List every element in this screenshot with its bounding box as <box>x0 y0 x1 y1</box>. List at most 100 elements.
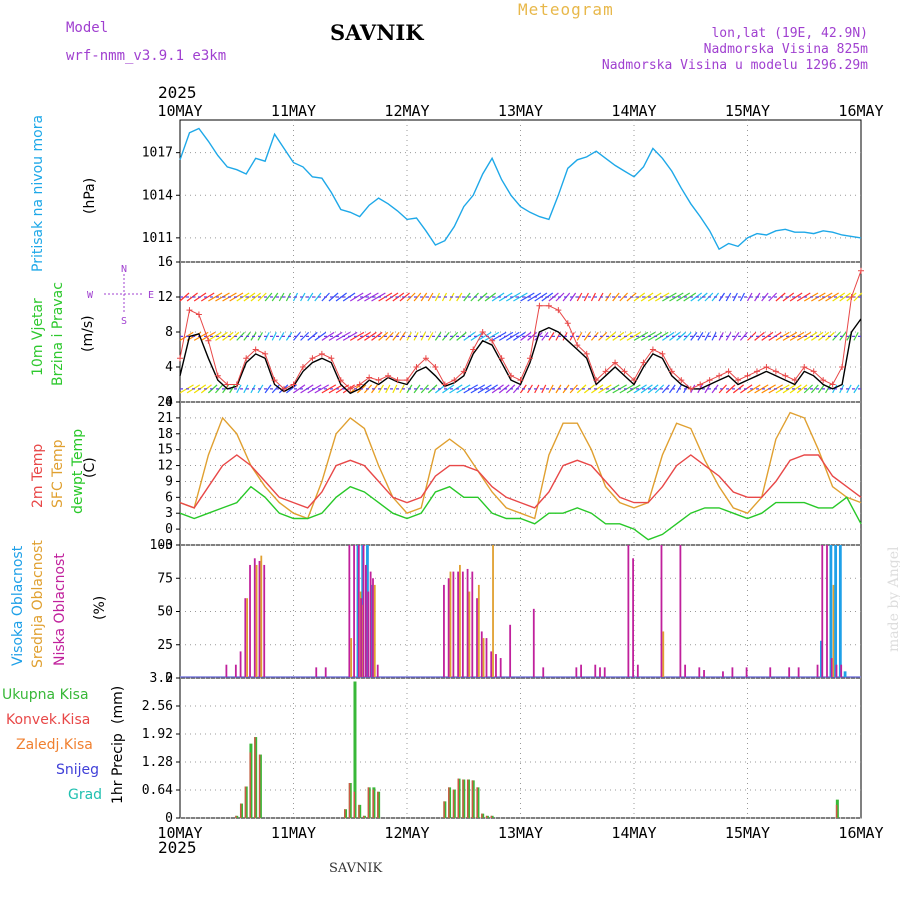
low-cloud-bar <box>485 638 488 677</box>
y-tick-label: 9 <box>165 474 173 489</box>
low-cloud-bar <box>365 564 367 677</box>
page-title: SAVNIK <box>330 20 424 45</box>
wind-gust-marker <box>366 374 373 381</box>
conv-precip-bar <box>490 815 493 818</box>
low-cloud-bar <box>249 564 251 677</box>
low-cloud-bar <box>457 571 460 677</box>
conv-precip-bar <box>448 787 450 818</box>
low-cloud-bar <box>745 667 748 677</box>
wind-gust-marker <box>252 346 259 353</box>
wind-barb <box>264 332 270 341</box>
t2m-line <box>179 454 862 509</box>
low-cloud-bar <box>509 624 512 677</box>
wind-barb <box>385 331 394 341</box>
low-cloud-bar <box>244 598 247 677</box>
wind-gust-marker <box>337 377 344 384</box>
wind-gust-marker <box>593 377 600 384</box>
low-cloud-bar <box>636 664 639 677</box>
low-cloud-bar <box>225 664 228 677</box>
low-cloud-bar <box>830 658 833 677</box>
wind-gust-marker <box>404 377 410 384</box>
wind-barb <box>690 332 698 341</box>
wind-gust-marker <box>687 385 694 392</box>
wind-gust-marker <box>820 377 827 384</box>
wind-gust-marker <box>309 355 316 362</box>
y-tick-label: 1017 <box>142 146 173 161</box>
conv-precip-bar <box>485 815 488 818</box>
wind-gust-marker <box>668 368 675 375</box>
wind-gust-marker <box>574 342 581 349</box>
wind-barb <box>314 384 330 394</box>
wind-barb <box>513 292 528 302</box>
wind-gust-marker <box>432 364 439 370</box>
conv-precip-bar <box>481 813 483 818</box>
y-tick-label: 6 <box>165 490 173 505</box>
wind-barb <box>640 292 654 302</box>
wind-barb <box>789 384 802 394</box>
wind-barb <box>477 384 492 394</box>
wind-barb <box>236 384 242 394</box>
wind-gust-marker <box>243 355 250 362</box>
wind-gust-marker <box>602 368 609 375</box>
y-tick-label: 24 <box>157 395 173 410</box>
legend-conv: Konvek.Kisa <box>6 712 91 728</box>
low-cloud-bar <box>840 664 843 677</box>
y-tick-label: 75 <box>157 571 173 586</box>
y-tick-label: 0 <box>165 811 173 826</box>
low-cloud-bar <box>369 571 372 677</box>
wind-barb <box>215 331 228 341</box>
compass-s-label: S <box>121 316 127 327</box>
wind-barb <box>541 332 549 341</box>
year-bottom: 2025 <box>158 838 197 857</box>
wind-barb <box>548 332 555 341</box>
y-tick-label: 21 <box>157 411 173 426</box>
wind-barb <box>442 384 455 394</box>
conv-precip-bar <box>471 780 474 818</box>
wind-gust-marker <box>649 346 656 353</box>
wind-barb <box>789 331 805 341</box>
wind-gust-marker <box>839 364 846 370</box>
wind-gust-marker <box>810 368 817 375</box>
x-tick-top-label: 10MAY <box>157 102 202 120</box>
wind-gust-marker <box>782 372 789 379</box>
wind-gust-marker <box>697 381 704 388</box>
y-tick-label: 1011 <box>142 231 173 246</box>
wind-barb <box>810 384 819 394</box>
low-cloud-bar <box>367 591 370 677</box>
wind-gust-marker <box>441 381 448 388</box>
conv-precip-bar <box>443 801 445 818</box>
wind-barb <box>357 292 372 302</box>
wind-gust-marker <box>659 350 666 357</box>
low-cloud-bar <box>594 664 597 677</box>
low-cloud-bar <box>698 667 701 677</box>
wind-barb <box>796 331 812 341</box>
pressure-line <box>179 127 862 251</box>
wind-gust-marker <box>290 381 297 388</box>
wind-barb <box>818 292 833 302</box>
wind-barb <box>662 292 677 302</box>
wind-barb <box>761 331 774 341</box>
y-tick-label: 3 <box>165 506 173 521</box>
wind-barb <box>619 292 629 302</box>
low-cloud-bar <box>490 651 493 677</box>
mid-cloud-bar <box>255 564 258 677</box>
total-precip-bar <box>353 681 357 818</box>
y-tick-label: 1.28 <box>142 755 173 770</box>
low-cloud-bar <box>447 578 450 677</box>
wind-gust-marker <box>555 307 562 314</box>
mid-cloud-bar <box>492 545 494 677</box>
x-tick-bottom-label: 15MAY <box>725 824 770 842</box>
low-cloud-bar <box>679 545 682 677</box>
wind-barb <box>732 332 740 341</box>
conv-precip-bar <box>344 809 346 818</box>
wind-barb <box>633 331 649 341</box>
wind-gust-marker <box>422 355 429 362</box>
y-tick-label: 0 <box>165 522 173 537</box>
wind-barb <box>271 384 280 394</box>
x-tick-top-label: 15MAY <box>725 102 770 120</box>
conv-precip-bar <box>244 786 247 818</box>
low-cloud-bar <box>360 598 363 677</box>
wind-barb <box>470 331 484 341</box>
y-tick-label: 18 <box>157 427 173 442</box>
